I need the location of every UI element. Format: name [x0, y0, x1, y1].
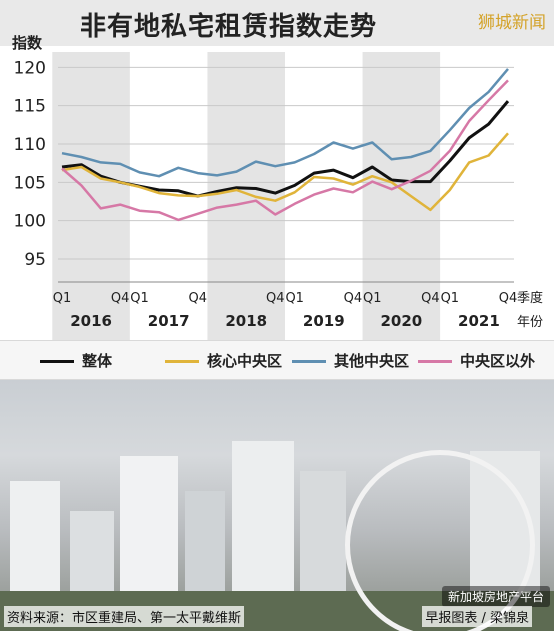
x-tick-label: Q4: [266, 291, 285, 306]
ferris-wheel: [345, 450, 535, 631]
series-line-2: [61, 68, 509, 178]
x-tick-label: Q1: [130, 291, 149, 306]
legend-swatch-overall: [40, 360, 74, 363]
legend-item-outside-central: 中央区以外: [418, 350, 535, 371]
legend-swatch-rest-central: [292, 360, 326, 363]
legend-swatch-core-central: [165, 360, 199, 363]
wechat-watermark: 新加坡房地产平台: [441, 586, 550, 607]
legend-label-overall: 整体: [82, 352, 113, 370]
x-tick-label: Q4: [499, 291, 518, 306]
y-tick-label: 95: [24, 250, 46, 270]
legend-label-core-central: 核心中央区: [207, 352, 283, 370]
y-axis-label: 指数: [12, 34, 43, 52]
skyline-photo: 资料来源：市区重建局、第一太平戴维斯 新加坡房地产平台 早报图表 / 梁锦泉: [0, 380, 554, 631]
y-tick-label: 120: [14, 58, 46, 78]
legend-swatch-outside-central: [418, 360, 452, 363]
y-tick-label: 115: [14, 97, 46, 117]
credit-note: 早报图表 / 梁锦泉: [422, 606, 532, 627]
series-line-3: [61, 79, 509, 222]
year-label: 2017: [148, 312, 190, 330]
year-band: [207, 52, 285, 340]
year-label: 2019: [303, 312, 345, 330]
x-tick-label: Q4: [421, 291, 440, 306]
year-label: 2020: [380, 312, 422, 330]
year-label: 2021: [458, 312, 500, 330]
brand-watermark: 狮城新闻: [478, 13, 546, 33]
x-axis-caption-quarter: 季度: [517, 290, 543, 306]
legend: 整体 核心中央区 其他中央区 中央区以外: [0, 340, 554, 380]
x-tick-label: Q1: [441, 291, 460, 306]
x-axis-caption-year: 年份: [517, 315, 543, 330]
y-tick-label: 100: [14, 212, 46, 232]
x-tick-label: Q1: [53, 291, 72, 306]
year-label: 2018: [225, 312, 267, 330]
legend-item-overall: 整体: [40, 350, 112, 371]
x-tick-label: Q4: [188, 291, 207, 306]
year-label: 2016: [70, 312, 112, 330]
x-tick-label: Q4: [111, 291, 130, 306]
legend-label-rest-central: 其他中央区: [334, 352, 410, 370]
source-note: 资料来源：市区重建局、第一太平戴维斯: [4, 606, 245, 627]
y-tick-label: 105: [14, 173, 46, 193]
y-tick-label: 110: [14, 135, 46, 155]
x-tick-label: Q4: [344, 291, 363, 306]
legend-item-core-central: 核心中央区: [165, 350, 282, 371]
chart-title: 非有地私宅租赁指数走势: [80, 12, 378, 42]
x-tick-label: Q1: [285, 291, 304, 306]
legend-label-outside-central: 中央区以外: [460, 352, 536, 370]
year-band: [362, 52, 441, 340]
x-tick-label: Q1: [363, 291, 382, 306]
series-line-1: [61, 132, 509, 212]
title-band: [0, 0, 554, 46]
legend-item-rest-central: 其他中央区: [292, 350, 409, 371]
